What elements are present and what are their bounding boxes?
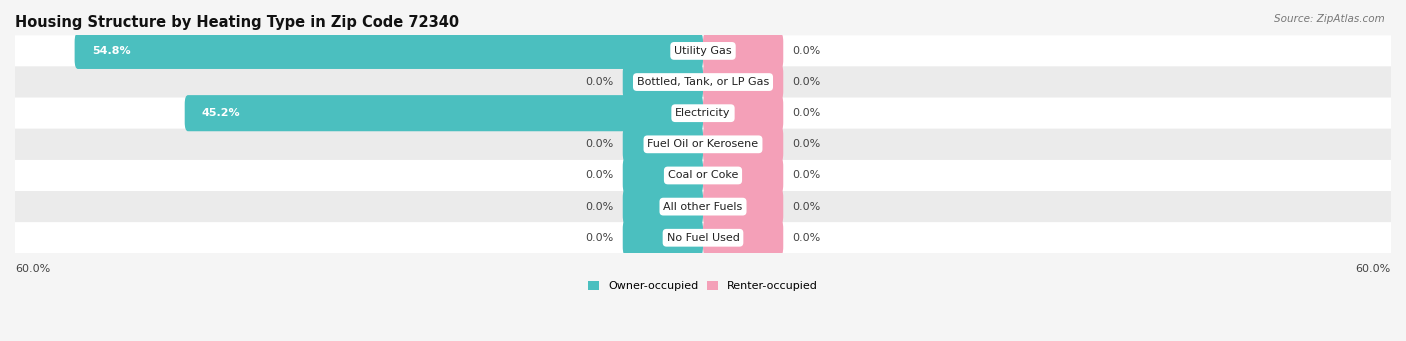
- FancyBboxPatch shape: [15, 129, 1391, 160]
- FancyBboxPatch shape: [75, 33, 703, 69]
- FancyBboxPatch shape: [15, 222, 1391, 253]
- FancyBboxPatch shape: [623, 158, 703, 194]
- Text: 45.2%: 45.2%: [202, 108, 240, 118]
- Text: 0.0%: 0.0%: [585, 233, 613, 243]
- FancyBboxPatch shape: [184, 95, 703, 131]
- Text: Utility Gas: Utility Gas: [675, 46, 731, 56]
- Text: Coal or Coke: Coal or Coke: [668, 170, 738, 180]
- Text: 0.0%: 0.0%: [793, 139, 821, 149]
- Text: 0.0%: 0.0%: [585, 77, 613, 87]
- FancyBboxPatch shape: [703, 220, 783, 256]
- FancyBboxPatch shape: [623, 189, 703, 225]
- Text: All other Fuels: All other Fuels: [664, 202, 742, 212]
- Text: 0.0%: 0.0%: [793, 46, 821, 56]
- FancyBboxPatch shape: [15, 66, 1391, 98]
- Text: 0.0%: 0.0%: [585, 202, 613, 212]
- Legend: Owner-occupied, Renter-occupied: Owner-occupied, Renter-occupied: [583, 277, 823, 296]
- Text: 54.8%: 54.8%: [91, 46, 131, 56]
- FancyBboxPatch shape: [703, 126, 783, 162]
- Text: 0.0%: 0.0%: [585, 139, 613, 149]
- Text: 0.0%: 0.0%: [793, 77, 821, 87]
- Text: Housing Structure by Heating Type in Zip Code 72340: Housing Structure by Heating Type in Zip…: [15, 15, 460, 30]
- FancyBboxPatch shape: [623, 64, 703, 100]
- FancyBboxPatch shape: [623, 220, 703, 256]
- FancyBboxPatch shape: [15, 35, 1391, 66]
- Text: 0.0%: 0.0%: [793, 170, 821, 180]
- FancyBboxPatch shape: [15, 191, 1391, 222]
- Text: 0.0%: 0.0%: [793, 202, 821, 212]
- Text: Bottled, Tank, or LP Gas: Bottled, Tank, or LP Gas: [637, 77, 769, 87]
- FancyBboxPatch shape: [703, 189, 783, 225]
- Text: 60.0%: 60.0%: [1355, 264, 1391, 274]
- FancyBboxPatch shape: [15, 160, 1391, 191]
- FancyBboxPatch shape: [703, 33, 783, 69]
- Text: 0.0%: 0.0%: [585, 170, 613, 180]
- Text: Source: ZipAtlas.com: Source: ZipAtlas.com: [1274, 14, 1385, 24]
- FancyBboxPatch shape: [703, 158, 783, 194]
- Text: 60.0%: 60.0%: [15, 264, 51, 274]
- FancyBboxPatch shape: [623, 126, 703, 162]
- Text: No Fuel Used: No Fuel Used: [666, 233, 740, 243]
- Text: Electricity: Electricity: [675, 108, 731, 118]
- FancyBboxPatch shape: [703, 64, 783, 100]
- FancyBboxPatch shape: [703, 95, 783, 131]
- FancyBboxPatch shape: [15, 98, 1391, 129]
- Text: Fuel Oil or Kerosene: Fuel Oil or Kerosene: [647, 139, 759, 149]
- Text: 0.0%: 0.0%: [793, 233, 821, 243]
- Text: 0.0%: 0.0%: [793, 108, 821, 118]
